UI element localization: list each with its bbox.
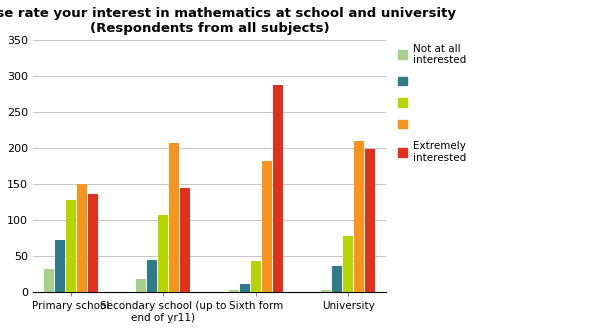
Bar <box>365 149 375 292</box>
Bar <box>332 266 343 292</box>
Bar <box>66 200 76 292</box>
Bar <box>44 269 54 292</box>
Bar <box>169 143 179 292</box>
Bar <box>180 188 190 292</box>
Bar <box>354 141 364 292</box>
Title: Please rate your interest in mathematics at school and university
(Respondents f: Please rate your interest in mathematics… <box>0 7 455 35</box>
Bar <box>251 261 261 292</box>
Bar <box>136 280 146 292</box>
Bar <box>240 284 250 292</box>
Bar <box>88 194 98 292</box>
Bar <box>272 85 283 292</box>
Bar <box>229 290 239 292</box>
Bar <box>148 260 157 292</box>
Bar <box>55 240 65 292</box>
Bar <box>343 236 353 292</box>
Bar <box>262 161 272 292</box>
Bar <box>322 289 331 292</box>
Bar <box>77 184 87 292</box>
Legend: Not at all
interested, , , , Extremely
interested: Not at all interested, , , , Extremely i… <box>395 41 469 166</box>
Bar <box>158 214 169 292</box>
